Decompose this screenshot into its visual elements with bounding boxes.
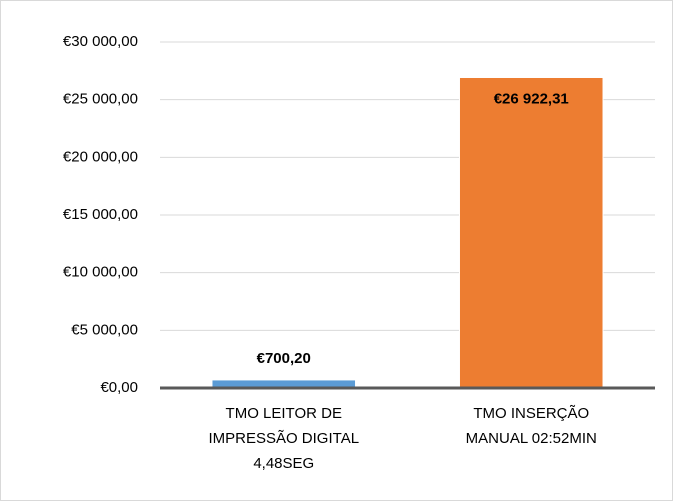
y-tick-label: €15 000,00 (63, 206, 138, 223)
x-tick-label: IMPRESSÃO DIGITAL (208, 430, 359, 447)
x-tick-label: TMO INSERÇÃO (473, 405, 589, 422)
y-tick-label: €30 000,00 (63, 33, 138, 50)
y-tick-label: €5 000,00 (71, 321, 138, 338)
x-tick-label: 4,48SEG (253, 455, 314, 472)
value-label: €700,20 (257, 350, 311, 367)
value-label: €26 922,31 (494, 90, 569, 107)
x-tick-label: MANUAL 02:52MIN (466, 430, 597, 447)
y-tick-label: €25 000,00 (63, 91, 138, 108)
y-tick-label: €10 000,00 (63, 264, 138, 281)
x-tick-label: TMO LEITOR DE (226, 405, 342, 422)
bar (458, 76, 604, 389)
y-tick-label: €0,00 (100, 379, 138, 396)
y-tick-label: €20 000,00 (63, 148, 138, 165)
